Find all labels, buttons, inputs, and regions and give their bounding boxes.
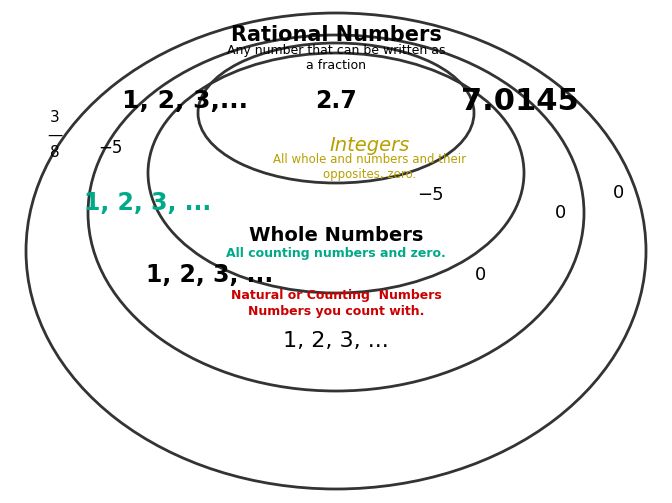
Text: Any number that can be written as
a fraction: Any number that can be written as a frac… — [226, 44, 446, 72]
Text: 2.7: 2.7 — [315, 89, 357, 113]
Text: −5: −5 — [98, 139, 122, 157]
Text: All whole and numbers and their
opposites, zero.: All whole and numbers and their opposite… — [274, 153, 466, 181]
Text: 1, 2, 3, ...: 1, 2, 3, ... — [283, 331, 389, 351]
Text: −5: −5 — [417, 186, 444, 204]
Text: Whole Numbers: Whole Numbers — [249, 225, 423, 244]
Text: 0: 0 — [554, 204, 566, 222]
Text: Natural or Counting  Numbers: Natural or Counting Numbers — [230, 289, 442, 301]
Text: 7.0145: 7.0145 — [461, 87, 579, 116]
Text: 3
—
8: 3 — 8 — [47, 110, 62, 160]
Text: Integers: Integers — [330, 135, 410, 154]
Text: Numbers you count with.: Numbers you count with. — [248, 304, 424, 317]
Text: 1, 2, 3, ...: 1, 2, 3, ... — [146, 263, 274, 287]
Text: All counting numbers and zero.: All counting numbers and zero. — [226, 246, 446, 260]
Text: 0: 0 — [474, 266, 486, 284]
Text: Rational Numbers: Rational Numbers — [230, 25, 442, 45]
Text: 1, 2, 3,...: 1, 2, 3,... — [122, 89, 248, 113]
Text: 1, 2, 3, ...: 1, 2, 3, ... — [85, 191, 212, 215]
Text: 0: 0 — [612, 184, 624, 202]
